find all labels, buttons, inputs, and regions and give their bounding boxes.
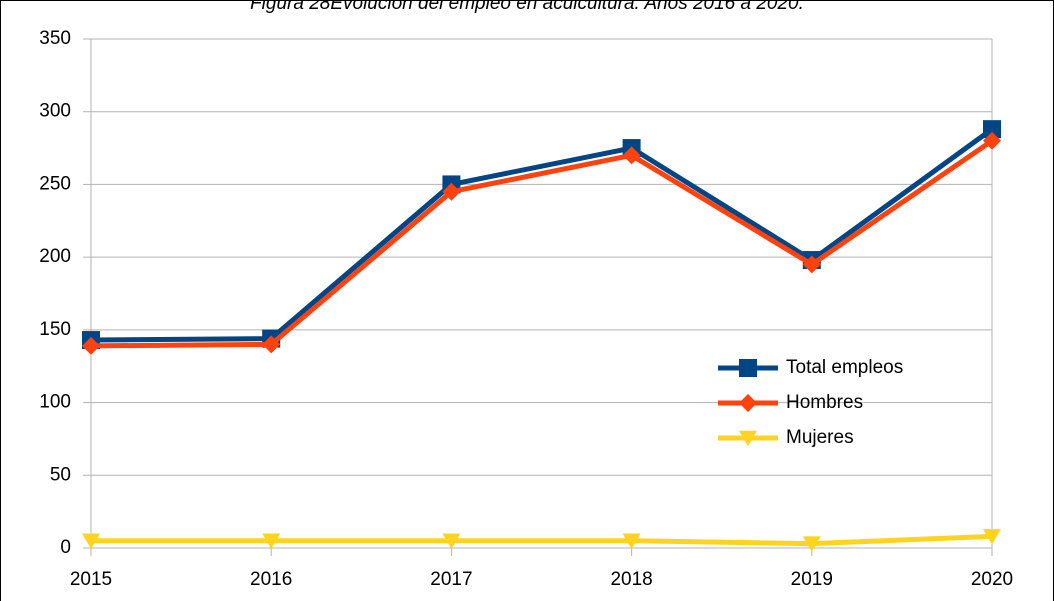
x-tick-label: 2020 [971,569,1013,590]
marker [82,336,100,355]
chart-title: Figura 28Evolución del empleo en acuicul… [250,0,804,14]
marker [739,430,757,447]
x-tick-label: 2015 [70,569,112,590]
series-line [91,533,993,547]
x-tick-label: 2017 [430,569,472,590]
series-line [90,127,994,343]
x-tick-label: 2016 [250,569,292,590]
legend-label: Hombres [786,392,863,413]
y-tick-label: 50 [50,464,71,485]
marker [802,536,821,552]
y-tick-label: 300 [39,101,71,122]
marker [802,255,821,274]
marker [622,533,641,549]
legend-label: Total empleos [786,357,903,378]
marker [262,335,281,354]
y-tick-label: 0 [60,537,71,558]
y-tick-label: 350 [39,28,71,49]
marker [739,359,757,377]
marker [82,533,100,549]
y-tick-label: 100 [39,392,71,413]
y-tick-label: 150 [39,319,71,340]
marker [442,182,461,201]
marker [622,146,641,165]
x-tick-label: 2019 [791,569,833,590]
series-line [90,138,994,349]
marker [983,131,1001,150]
marker [983,120,1001,139]
y-tick-label: 250 [39,173,71,194]
legend-label: Mujeres [786,427,854,448]
marker [739,394,757,412]
x-tick-label: 2018 [610,569,652,590]
marker [262,533,281,549]
y-tick-label: 200 [39,246,71,267]
marker [442,533,461,549]
marker [983,529,1001,545]
